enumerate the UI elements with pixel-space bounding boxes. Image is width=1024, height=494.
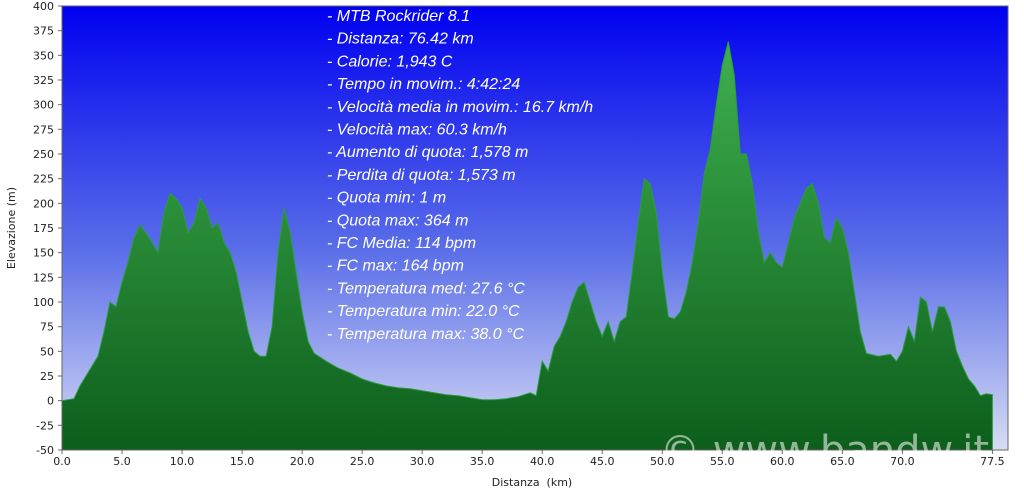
stats-line: - Temperatura med: 27.6 °C (327, 280, 525, 297)
x-tick-label: 55.0 (710, 455, 735, 468)
y-tick-label: 0 (47, 395, 54, 408)
x-tick-label: 50.0 (650, 455, 675, 468)
stats-line: - Velocità media in movim.: 16.7 km/h (327, 99, 593, 116)
stats-line: - Temperatura max: 38.0 °C (327, 326, 524, 343)
y-tick-label: 75 (40, 321, 54, 334)
y-tick-label: 300 (33, 99, 54, 112)
x-tick-label: 40.0 (530, 455, 555, 468)
y-tick-label: 250 (33, 148, 54, 161)
y-tick-label: 325 (33, 74, 54, 87)
y-tick-label: 100 (33, 296, 54, 309)
x-tick-label: 45.0 (590, 455, 615, 468)
x-tick-label: 35.0 (470, 455, 495, 468)
x-tick-label: 10.0 (170, 455, 195, 468)
stats-line: - FC max: 164 bpm (327, 258, 464, 275)
stats-line: - Quota min: 1 m (327, 190, 446, 207)
y-tick-label: 150 (33, 247, 54, 260)
y-axis-title: Elevazione (m) (5, 187, 18, 269)
y-tick-label: 125 (33, 271, 54, 284)
watermark: © www.bandw.it (660, 428, 989, 474)
x-tick-label: 30.0 (410, 455, 435, 468)
x-tick-label: 25.0 (350, 455, 375, 468)
y-tick-label: 400 (33, 0, 54, 13)
y-tick-label: 50 (40, 345, 54, 358)
stats-line: - Tempo in movim.: 4:42:24 (327, 76, 520, 93)
y-tick-label: -25 (36, 419, 54, 432)
stats-line: - MTB Rockrider 8.1 (327, 8, 470, 25)
y-tick-label: 275 (33, 123, 54, 136)
stats-line: - Velocità max: 60.3 km/h (327, 122, 507, 139)
x-tick-label: 5.0 (113, 455, 131, 468)
y-tick-label: 200 (33, 197, 54, 210)
x-tick-label: 70.0 (890, 455, 915, 468)
stats-line: - Aumento di quota: 1,578 m (327, 144, 528, 161)
stats-line: - Quota max: 364 m (327, 212, 468, 229)
x-tick-label: 15.0 (230, 455, 255, 468)
stats-line: - Temperatura min: 22.0 °C (327, 303, 520, 320)
stats-line: - Distanza: 76.42 km (327, 31, 474, 48)
y-tick-label: 175 (33, 222, 54, 235)
x-tick-label: 0.0 (53, 455, 71, 468)
x-tick-label: 60.0 (770, 455, 795, 468)
x-tick-label: 65.0 (830, 455, 855, 468)
x-tick-label: 77.5 (980, 455, 1005, 468)
stats-line: - Perdita di quota: 1,573 m (327, 167, 516, 184)
elevation-area (61, 41, 993, 451)
x-axis-title: Distanza (km) (492, 476, 572, 489)
y-tick-label: 350 (33, 49, 54, 62)
y-tick-label: 225 (33, 173, 54, 186)
x-tick-label: 20.0 (290, 455, 315, 468)
y-tick-label: 375 (33, 25, 54, 38)
y-tick-label: 25 (40, 370, 54, 383)
stats-line: - FC Media: 114 bpm (327, 235, 476, 252)
stats-line: - Calorie: 1,943 C (327, 53, 453, 70)
y-tick-label: -50 (36, 444, 54, 457)
